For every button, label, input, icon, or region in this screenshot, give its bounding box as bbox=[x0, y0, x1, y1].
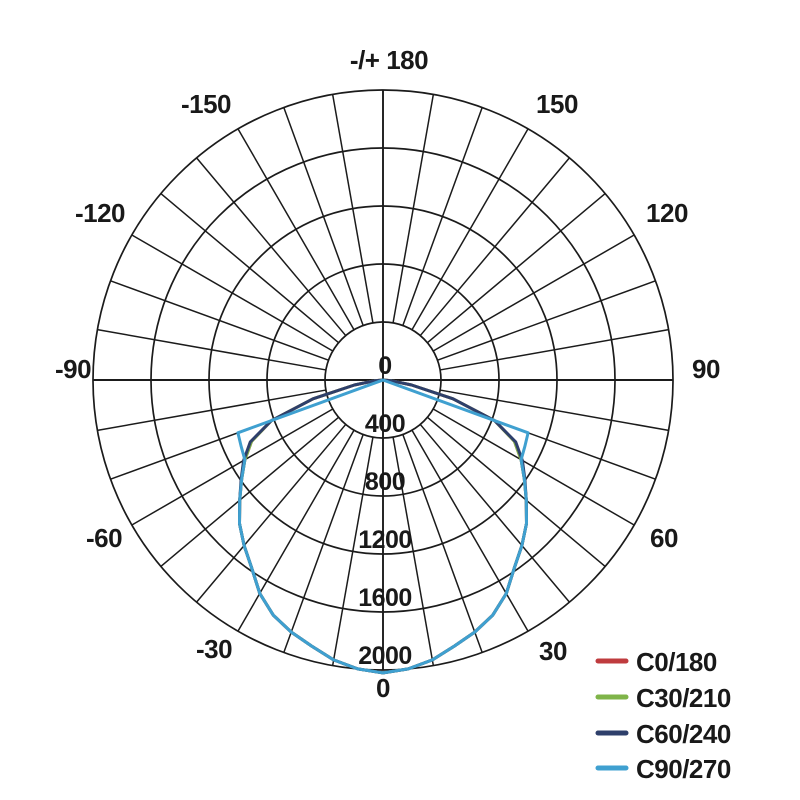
legend: C0/180 C30/210 C60/240 C90/270 bbox=[595, 647, 731, 784]
polar-grid-spoke bbox=[237, 128, 355, 331]
legend-label: C30/210 bbox=[636, 683, 731, 713]
radial-tick-label: 400 bbox=[365, 410, 405, 438]
angle-tick-label: 30 bbox=[539, 636, 567, 666]
polar-grid-spoke bbox=[97, 328, 327, 371]
angle-tick-label: 90 bbox=[692, 354, 720, 384]
polar-grid-spoke bbox=[110, 280, 329, 361]
polar-grid-spoke bbox=[237, 429, 355, 632]
polar-grid-spoke bbox=[402, 107, 483, 326]
angle-tick-label: -90 bbox=[55, 354, 91, 384]
polar-grid-spoke bbox=[97, 389, 327, 432]
polar-grid-spoke bbox=[196, 157, 347, 337]
polar-grid-spoke bbox=[426, 193, 606, 344]
polar-grid-spoke bbox=[331, 94, 374, 324]
polar-grid-spoke bbox=[411, 128, 529, 331]
polar-grid-spoke bbox=[392, 436, 435, 666]
polar-grid-spoke bbox=[402, 434, 483, 653]
polar-grid-spoke bbox=[419, 423, 570, 603]
polar-grid-spoke bbox=[196, 423, 347, 603]
polar-grid-spoke bbox=[426, 416, 606, 567]
curves bbox=[236, 378, 530, 675]
polar-grid-spoke bbox=[439, 328, 669, 371]
angle-tick-label: -150 bbox=[181, 89, 231, 119]
polar-grid-spoke bbox=[432, 408, 635, 526]
angle-tick-label: 60 bbox=[650, 523, 678, 553]
polar-grid-spoke bbox=[283, 434, 364, 653]
radial-tick-label: 800 bbox=[365, 468, 405, 496]
polar-grid bbox=[92, 89, 674, 671]
legend-item: C60/240 bbox=[595, 719, 731, 749]
angle-tick-label: -60 bbox=[86, 523, 122, 553]
angle-tick-label: 150 bbox=[536, 89, 578, 119]
polar-grid-spoke bbox=[419, 157, 570, 337]
legend-item: C90/270 bbox=[595, 754, 731, 784]
radial-tick-label: 1600 bbox=[358, 584, 412, 612]
legend-item: C30/210 bbox=[595, 683, 731, 713]
legend-item: C0/180 bbox=[595, 647, 717, 677]
radial-tick-labels: 0 400 800 1200 1600 2000 bbox=[358, 352, 412, 670]
polar-grid-spoke bbox=[331, 436, 374, 666]
curve-c90-270 bbox=[236, 378, 530, 675]
polar-grid-spoke bbox=[432, 234, 635, 352]
polar-grid-spoke bbox=[283, 107, 364, 326]
polar-grid-spoke bbox=[392, 94, 435, 324]
polar-grid-spoke bbox=[439, 389, 669, 432]
radial-tick-label: 2000 bbox=[358, 642, 412, 670]
angle-tick-label: -/+ 180 bbox=[350, 45, 428, 75]
polar-grid-spoke bbox=[437, 280, 656, 361]
angle-tick-labels: -/+ 180 -150 150 -120 120 -90 90 -60 60 -30 30 0 bbox=[55, 45, 721, 703]
polar-grid-spoke bbox=[160, 416, 340, 567]
legend-label: C90/270 bbox=[636, 754, 731, 784]
legend-label: C0/180 bbox=[636, 647, 717, 677]
polar-grid-spoke bbox=[160, 193, 340, 344]
radial-tick-label: 1200 bbox=[358, 526, 412, 554]
angle-tick-label: -120 bbox=[75, 198, 125, 228]
polar-grid-spoke bbox=[411, 429, 529, 632]
polar-grid-spoke bbox=[131, 234, 334, 352]
angle-tick-label: -30 bbox=[196, 634, 232, 664]
angle-tick-label: 0 bbox=[376, 673, 390, 703]
legend-label: C60/240 bbox=[636, 719, 731, 749]
radial-tick-label: 0 bbox=[378, 352, 391, 380]
polar-grid-spoke bbox=[131, 408, 334, 526]
angle-tick-label: 120 bbox=[646, 198, 688, 228]
